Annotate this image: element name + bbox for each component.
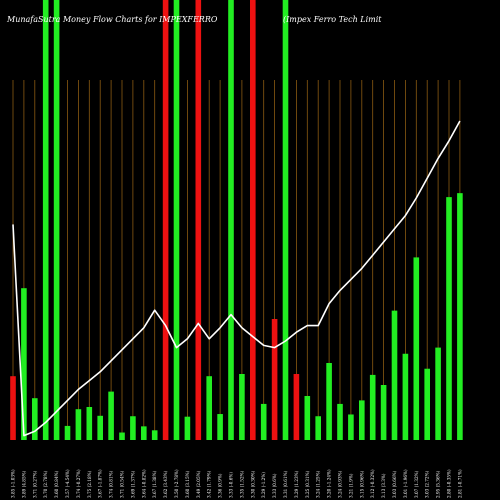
chart-title-right: (Impex Ferro Tech Limit xyxy=(283,15,382,24)
x-tick-label: 3.74 (0.81%) xyxy=(109,470,114,498)
money-flow-bar xyxy=(271,319,278,440)
x-tick-label: 3.85 (-1.03%) xyxy=(11,469,16,498)
money-flow-bar xyxy=(228,0,234,440)
money-flow-bar xyxy=(369,374,376,440)
x-tick-label: 3.71 (0.27%) xyxy=(32,470,37,498)
money-flow-bar xyxy=(359,400,365,440)
money-flow-bar xyxy=(217,414,223,440)
x-tick-label: 3.03 (0.66%) xyxy=(392,470,397,498)
x-tick-label: 3.42 (1.79%) xyxy=(207,470,212,498)
x-tick-label: 3.13 (3.3%) xyxy=(381,473,386,498)
money-flow-bar xyxy=(315,416,321,440)
x-tick-label: 3.12 (-0.32%) xyxy=(370,469,375,498)
x-tick-label: 3.67 (1.38%) xyxy=(152,470,157,498)
x-tick-label: 3.50 (-2.78%) xyxy=(174,469,179,498)
x-tick-label: 3.20 (-1.24%) xyxy=(327,469,332,498)
money-flow-bar xyxy=(337,403,343,440)
x-tick-label: 3.29 (-1.2%) xyxy=(261,472,266,498)
x-tick-label: 3.57 (-4.54%) xyxy=(65,469,70,498)
x-tick-label: 2.81 (-0.71%) xyxy=(457,469,462,498)
x-tick-label: 3.33 (-0.6%) xyxy=(229,472,234,498)
x-tick-label: 2.80 (-0.35%) xyxy=(447,469,452,498)
money-flow-bar xyxy=(326,363,332,440)
x-tick-label: 3.64 (-0.82%) xyxy=(141,469,146,498)
money-flow-bar xyxy=(108,391,114,440)
x-tick-label: 3.25 (0.31%) xyxy=(305,470,310,498)
x-tick-label: 3.60 (0.84%) xyxy=(54,470,59,498)
money-flow-bar xyxy=(119,432,125,440)
money-flow-bar xyxy=(435,347,441,440)
money-flow-bar xyxy=(250,0,256,440)
money-flow-bars xyxy=(10,0,463,440)
money-flow-bar xyxy=(97,415,103,440)
x-tick-label: 3.71 (0.54%) xyxy=(120,470,125,498)
money-flow-bar xyxy=(162,0,169,440)
money-flow-bar xyxy=(184,416,191,440)
chart-title-left: MunafaSutra Money Flow Charts for IMPEXF… xyxy=(6,15,218,24)
money-flow-bar xyxy=(173,0,180,440)
money-flow-bar xyxy=(457,193,463,440)
money-flow-bar xyxy=(424,368,430,440)
x-tick-label: 3.24 (0.93%) xyxy=(338,470,343,498)
money-flow-bar xyxy=(446,197,452,440)
money-flow-bar xyxy=(53,0,60,440)
x-tick-label: 3.60 (3.15%) xyxy=(185,470,190,498)
x-tick-label: 3.49 (2.05%) xyxy=(196,470,201,498)
money-flow-bar xyxy=(151,430,158,440)
x-tick-label: 3.33 (0.6%) xyxy=(272,473,277,498)
x-tick-label: 3.03 (2.72%) xyxy=(425,470,430,498)
money-flow-bar xyxy=(304,396,311,440)
moving-average-line xyxy=(12,120,461,437)
x-tick-label: 3.69 (1.37%) xyxy=(130,470,135,498)
money-flow-bar xyxy=(239,374,245,440)
x-tick-label: 3.70 (2.78%) xyxy=(43,470,48,498)
money-flow-bar xyxy=(413,257,420,440)
money-flow-bar xyxy=(32,398,38,440)
x-tick-label: 3.24 (1.25%) xyxy=(316,470,321,498)
money-flow-bar xyxy=(141,426,147,440)
x-tick-label: 3.31 (0.61%) xyxy=(283,470,288,498)
x-tick-label: 2.95 (5.36%) xyxy=(436,470,441,498)
money-flow-bar xyxy=(348,414,354,440)
money-flow-bar xyxy=(402,353,409,440)
x-tick-label: 3.15 (0.96%) xyxy=(359,470,364,498)
x-tick-label: 3.89 (4.85%) xyxy=(21,470,26,498)
money-flow-bar xyxy=(380,385,387,440)
money-flow-bar xyxy=(64,425,71,440)
money-flow-bar xyxy=(260,403,267,440)
money-flow-bar xyxy=(42,0,49,440)
money-flow-bar xyxy=(75,409,82,440)
money-flow-bar xyxy=(206,376,212,440)
moving-average-line-group xyxy=(12,120,461,437)
money-flow-bar xyxy=(195,0,202,440)
x-tick-label: 3.62 (3.43%) xyxy=(163,470,168,498)
money-flow-bar xyxy=(130,416,136,440)
money-flow-bar xyxy=(10,376,16,440)
money-flow-bar xyxy=(86,407,93,440)
x-tick-label: 3.21 (1.9%) xyxy=(348,473,353,498)
x-tick-label: 3.67 (-1.87%) xyxy=(98,469,103,498)
x-axis-date-labels: 3.85 (-1.03%) 3.89 (4.85%) 3.71 (0.27%) 3.7… xyxy=(11,469,463,498)
x-tick-label: 3.07 (1.32%) xyxy=(414,470,419,498)
money-flow-bar xyxy=(21,288,27,440)
x-tick-label: 3.30 (0.30%) xyxy=(250,470,255,498)
x-tick-label: 3.35 (1.52%) xyxy=(239,470,244,498)
money-flow-bar xyxy=(391,310,398,440)
x-tick-label: 3.29 (1.23%) xyxy=(294,470,299,498)
x-tick-label: 3.74 (-0.27%) xyxy=(76,469,81,498)
x-tick-label: 3.01 (-1.96%) xyxy=(403,469,408,498)
x-tick-label: 3.75 (2.18%) xyxy=(87,470,92,498)
money-flow-bar xyxy=(293,374,300,440)
x-tick-label: 3.36 (0.9%) xyxy=(218,473,223,498)
money-flow-bar xyxy=(282,0,289,440)
